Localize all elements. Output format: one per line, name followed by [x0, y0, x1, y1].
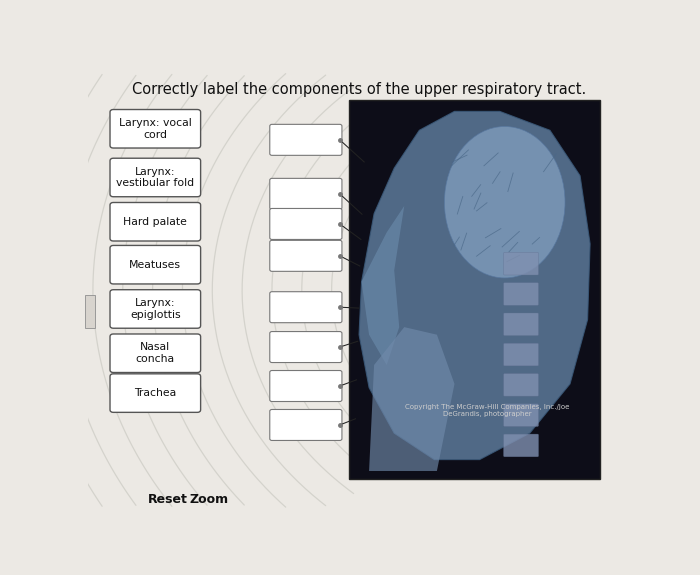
Text: Reset: Reset: [148, 493, 188, 506]
FancyBboxPatch shape: [503, 434, 538, 457]
FancyBboxPatch shape: [110, 374, 201, 412]
FancyBboxPatch shape: [270, 178, 342, 209]
Polygon shape: [359, 112, 590, 459]
Text: Larynx: vocal
cord: Larynx: vocal cord: [119, 118, 192, 140]
Text: Trachea: Trachea: [134, 388, 176, 398]
FancyBboxPatch shape: [503, 252, 538, 275]
FancyBboxPatch shape: [85, 295, 95, 328]
FancyBboxPatch shape: [110, 158, 201, 197]
Text: Copyright The McGraw-Hill Companies, Inc./Joe
DeGrandis, photographer: Copyright The McGraw-Hill Companies, Inc…: [405, 404, 569, 417]
FancyBboxPatch shape: [270, 292, 342, 323]
FancyBboxPatch shape: [349, 100, 600, 478]
FancyBboxPatch shape: [270, 240, 342, 271]
Text: Nasal
concha: Nasal concha: [136, 343, 175, 364]
Text: Zoom: Zoom: [190, 493, 229, 506]
FancyBboxPatch shape: [270, 370, 342, 401]
FancyBboxPatch shape: [503, 313, 538, 336]
Polygon shape: [361, 206, 404, 365]
FancyBboxPatch shape: [503, 283, 538, 305]
FancyBboxPatch shape: [110, 334, 201, 373]
FancyBboxPatch shape: [110, 290, 201, 328]
FancyBboxPatch shape: [270, 209, 342, 239]
FancyBboxPatch shape: [110, 246, 201, 284]
Ellipse shape: [444, 126, 565, 278]
FancyBboxPatch shape: [503, 374, 538, 396]
FancyBboxPatch shape: [110, 109, 201, 148]
Text: Larynx:
vestibular fold: Larynx: vestibular fold: [116, 167, 195, 188]
Text: Meatuses: Meatuses: [130, 260, 181, 270]
FancyBboxPatch shape: [270, 124, 342, 155]
FancyBboxPatch shape: [503, 404, 538, 427]
Text: Correctly label the components of the upper respiratory tract.: Correctly label the components of the up…: [132, 82, 586, 97]
Text: Larynx:
epiglottis: Larynx: epiglottis: [130, 298, 181, 320]
FancyBboxPatch shape: [270, 332, 342, 363]
Text: Hard palate: Hard palate: [123, 217, 188, 227]
Polygon shape: [369, 327, 454, 471]
FancyBboxPatch shape: [110, 202, 201, 241]
FancyBboxPatch shape: [503, 343, 538, 366]
FancyBboxPatch shape: [270, 409, 342, 440]
